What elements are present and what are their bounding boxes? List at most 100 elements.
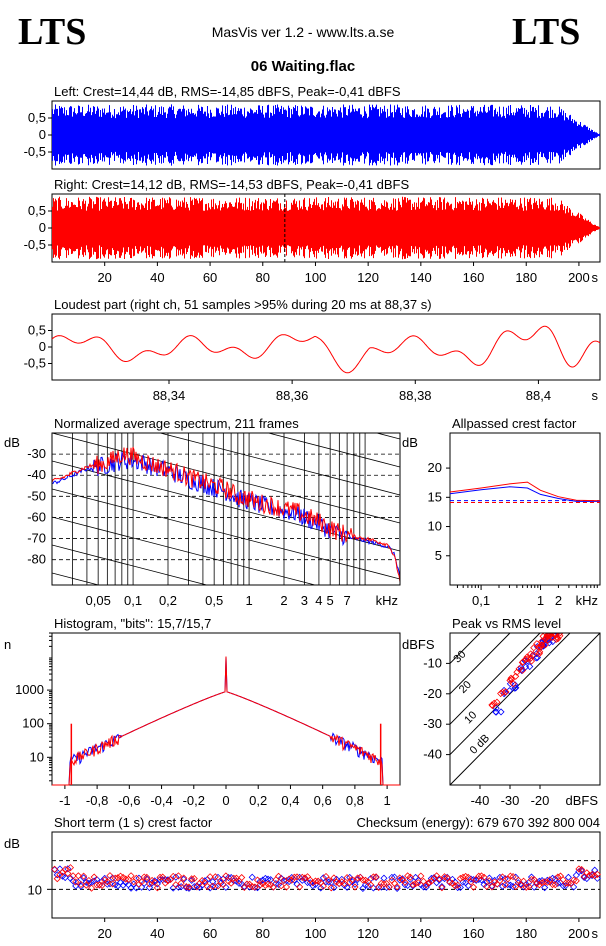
- short-term-crest-pt-1-24: [111, 874, 119, 882]
- short-term-crest-pt-0-161: [472, 876, 480, 884]
- right-waveform-title: Right: Crest=14,12 dB, RMS=-14,53 dBFS, …: [54, 177, 409, 192]
- short-term-crest-pt-1-179: [520, 877, 528, 885]
- short-term-crest-pt-1-74: [243, 880, 251, 888]
- peak-vs-rms-pt-1-1-2: [499, 688, 507, 696]
- short-term-crest-pt-1-134: [401, 878, 409, 887]
- short-term-crest-pt-1-93: [293, 873, 301, 881]
- short-term-crest-pt-1-118: [359, 876, 367, 884]
- peak-vs-rms-xtick-2: -20: [531, 793, 550, 808]
- loudest-part-xtick-1: 88,36: [276, 388, 309, 403]
- short-term-crest-pt-0-22: [106, 880, 114, 888]
- short-term-crest-pt-0-30: [127, 884, 135, 892]
- short-term-crest-pt-0-110: [338, 875, 346, 883]
- short-term-crest-pt-1-16: [90, 873, 98, 881]
- short-term-crest-pt-1-9: [72, 878, 80, 886]
- short-term-crest-pt-1-22: [106, 872, 114, 880]
- right-waveform-xtick-1: 40: [150, 270, 164, 285]
- right-waveform-ytick-1: 0: [39, 220, 46, 235]
- short-term-crest-pt-1-49: [177, 879, 185, 887]
- peak-vs-rms-pt-1-3-3: [515, 665, 523, 673]
- spectrum-frame: [51, 432, 401, 586]
- short-term-crest-pt-1-137: [409, 881, 417, 889]
- short-term-crest-pt-1-207: [593, 870, 601, 878]
- histogram-xtick-8: 0,6: [314, 793, 332, 808]
- short-term-crest-pt-0-76: [248, 873, 256, 881]
- short-term-crest-pt-1-193: [556, 872, 565, 880]
- short-term-crest-pt-1-186: [538, 879, 546, 887]
- allpassed-crest-xtick-0: 0,1: [472, 593, 490, 608]
- short-term-crest-pt-1-180: [522, 883, 530, 891]
- short-term-crest-pt-1-107: [330, 874, 338, 882]
- peak-vs-rms-pt-1-9-3: [543, 633, 551, 639]
- spectrum-ytick-1: -40: [27, 467, 46, 482]
- peak-vs-rms-pt-0-0-1: [497, 708, 505, 716]
- right-waveform-ytick-2: -0,5: [24, 237, 46, 252]
- short-term-crest-pt-1-18: [95, 881, 103, 889]
- short-term-crest-pt-0-171: [498, 882, 507, 890]
- short-term-crest-pt-1-66: [222, 872, 230, 880]
- short-term-crest-xtick-6: 140: [410, 926, 432, 941]
- short-term-crest-pt-1-164: [480, 873, 488, 881]
- peak-vs-rms-pt-1-6-2: [535, 650, 543, 658]
- histogram-xtick-10: 1: [383, 793, 390, 808]
- short-term-crest-pt-1-124: [375, 883, 383, 891]
- short-term-crest-pt-0-60: [206, 884, 214, 892]
- short-term-crest-pt-1-53: [188, 875, 196, 883]
- short-term-crest-pt-1-42: [159, 873, 167, 881]
- short-term-crest-pt-1-155: [456, 874, 464, 882]
- short-term-crest-pt-1-35: [140, 873, 148, 881]
- short-term-crest-pt-1-147: [435, 875, 443, 883]
- short-term-crest-xtick-8: 180: [515, 926, 537, 941]
- short-term-crest-pt-1-122: [369, 873, 377, 881]
- peak-vs-rms-pt-1-3-1: [512, 672, 520, 680]
- short-term-crest-pt-1-198: [570, 876, 578, 884]
- short-term-crest-pt-1-89: [282, 883, 291, 891]
- short-term-crest-pt-0-82: [264, 875, 272, 883]
- loudest-part-ytick-0: 0,5: [28, 323, 46, 338]
- spectrum-slope-14: [52, 488, 400, 580]
- short-term-crest-pt-1-200: [575, 865, 583, 873]
- short-term-crest-pt-1-96: [301, 874, 309, 882]
- short-term-crest-pt-1-25: [114, 874, 122, 882]
- left-waveform-ytick-0: 0,5: [28, 110, 46, 125]
- short-term-crest-pt-1-72: [238, 873, 246, 882]
- peak-vs-rms-title: Peak vs RMS level: [452, 616, 561, 631]
- short-term-crest-pt-1-13: [82, 881, 90, 889]
- histogram-series-0: [52, 656, 400, 786]
- short-term-crest-pt-1-153: [451, 882, 459, 890]
- short-term-crest-pt-1-4: [58, 868, 67, 876]
- short-term-crest-pt-1-159: [467, 878, 475, 886]
- short-term-crest-pt-0-95: [298, 876, 306, 884]
- short-term-crest-pt-0-67: [224, 873, 233, 882]
- histogram-xtick-4: -0,2: [183, 793, 205, 808]
- short-term-crest-pt-0-179: [520, 883, 528, 891]
- short-term-crest-pt-1-23: [109, 880, 117, 888]
- short-term-crest-pt-1-116: [354, 874, 362, 882]
- peak-vs-rms-xunit: dBFS: [565, 793, 598, 808]
- peak-vs-rms-pt-0-4-0: [526, 662, 534, 671]
- allpassed-crest-series-0: [449, 486, 600, 502]
- short-term-crest-pt-1-142: [422, 881, 430, 889]
- short-term-crest-pt-0-159: [467, 875, 475, 883]
- histogram-title: Histogram, "bits": 15,7/15,7: [54, 616, 211, 631]
- short-term-crest-pt-1-196: [564, 879, 572, 887]
- peak-vs-rms-pt-1-0-3: [493, 698, 501, 706]
- short-term-crest-pt-1-176: [512, 883, 520, 891]
- short-term-crest-pt-0-46: [169, 884, 177, 892]
- peak-vs-rms-pt-1-9-1: [539, 633, 547, 640]
- peak-vs-rms-pt-0-0-2: [492, 708, 500, 716]
- short-term-crest-pt-1-95: [298, 873, 306, 881]
- short-term-crest-pt-1-206: [591, 872, 599, 880]
- short-term-crest-pt-1-183: [530, 875, 538, 884]
- peak-vs-rms-pt-1-13-3: [556, 633, 564, 640]
- app-title: MasVis ver 1.2 - www.lts.a.se: [211, 24, 395, 40]
- loudest-part-xtick-0: 88,34: [153, 388, 186, 403]
- short-term-crest-pt-0-137: [409, 882, 417, 890]
- short-term-crest-pt-1-121: [367, 881, 375, 889]
- short-term-crest-pt-1-68: [227, 879, 235, 887]
- loudest-part-xtick-2: 88,38: [399, 388, 432, 403]
- peak-vs-rms-pt-1-4-2: [519, 658, 527, 666]
- histogram-ylabel: n: [4, 637, 11, 652]
- peak-vs-rms-pt-1-10-1: [545, 633, 552, 637]
